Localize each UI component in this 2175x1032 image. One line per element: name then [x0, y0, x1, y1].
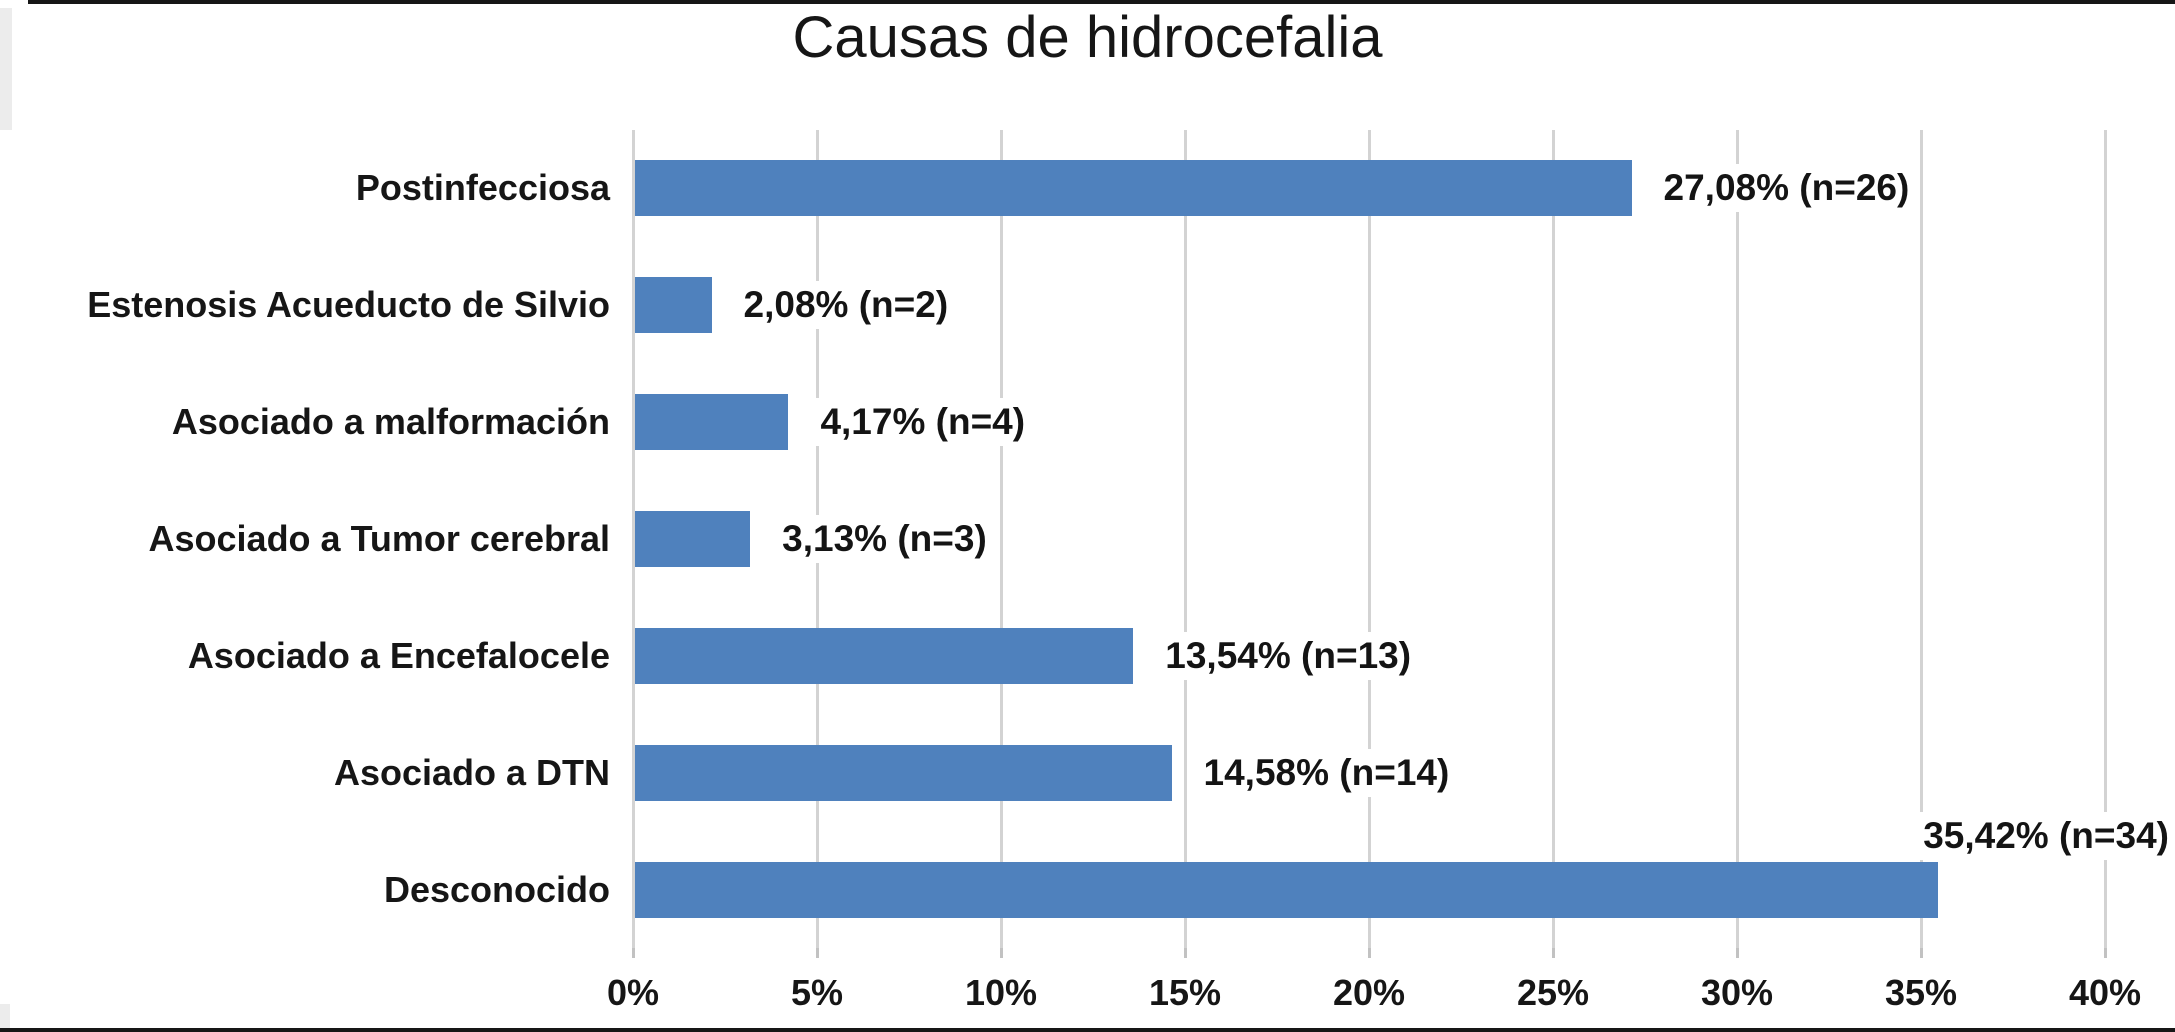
- x-axis-tick-label: 20%: [1294, 972, 1444, 1014]
- bar: [635, 861, 1939, 918]
- bar-data-label: 27,08% (n=26): [1659, 164, 1914, 213]
- bar-data-label: 14,58% (n=14): [1199, 748, 1454, 797]
- bar: [635, 744, 1172, 801]
- gridline: [1368, 130, 1371, 948]
- x-axis-tick-label: 40%: [2030, 972, 2175, 1014]
- x-axis-tick-label: 15%: [1110, 972, 1260, 1014]
- category-label: Desconocido: [383, 868, 610, 910]
- category-label: Estenosis Acueducto de Silvio: [87, 284, 610, 326]
- x-axis-tick-label: 35%: [1846, 972, 1996, 1014]
- bar: [635, 277, 712, 334]
- gridline: [2104, 130, 2107, 948]
- bar-data-label: 13,54% (n=13): [1161, 631, 1416, 680]
- category-label: Asociado a malformación: [171, 401, 610, 443]
- category-label: Asociado a Tumor cerebral: [148, 518, 610, 559]
- scan-artifact-bottom-edge: [0, 1028, 2175, 1032]
- x-axis-tick-label: 0%: [558, 972, 708, 1014]
- gridline: [1552, 130, 1555, 948]
- gridline: [1920, 130, 1923, 948]
- scan-artifact-left-strip: [0, 8, 12, 130]
- axis-tick: [1184, 948, 1187, 958]
- x-axis-tick-label: 30%: [1662, 972, 1812, 1014]
- axis-tick: [1552, 948, 1555, 958]
- category-label: Asociado a Encefalocele: [187, 634, 610, 676]
- category-label: Postinfecciosa: [355, 167, 610, 209]
- bar-data-label: 4,17% (n=4): [816, 398, 1030, 447]
- axis-tick: [1368, 948, 1371, 958]
- category-label: Asociado a DTN: [333, 751, 610, 793]
- gridline: [632, 130, 635, 948]
- gridline: [1736, 130, 1739, 948]
- axis-tick: [1000, 948, 1003, 958]
- chart-title: Causas de hidrocefalia: [792, 5, 1383, 70]
- gridline: [1184, 130, 1187, 948]
- x-axis-tick-label: 10%: [926, 972, 1076, 1014]
- bar: [635, 394, 789, 451]
- bar-data-label: 2,08% (n=2): [739, 281, 953, 330]
- scan-artifact-top-edge: [28, 0, 2175, 4]
- gridline: [1000, 130, 1003, 948]
- axis-tick: [1920, 948, 1923, 958]
- axis-tick: [632, 948, 635, 958]
- x-axis-tick-label: 25%: [1478, 972, 1628, 1014]
- axis-tick: [2104, 948, 2107, 958]
- axis-tick: [1736, 948, 1739, 958]
- axis-tick: [816, 948, 819, 958]
- bar: [635, 160, 1632, 217]
- bar: [635, 627, 1134, 684]
- scan-artifact-bottom-left-strip: [0, 1004, 10, 1028]
- bar-data-label: 35,42% (n=34): [1919, 811, 2173, 860]
- bar: [635, 511, 751, 567]
- bar-data-label: 3,13% (n=3): [778, 515, 991, 563]
- x-axis-tick-label: 5%: [742, 972, 892, 1014]
